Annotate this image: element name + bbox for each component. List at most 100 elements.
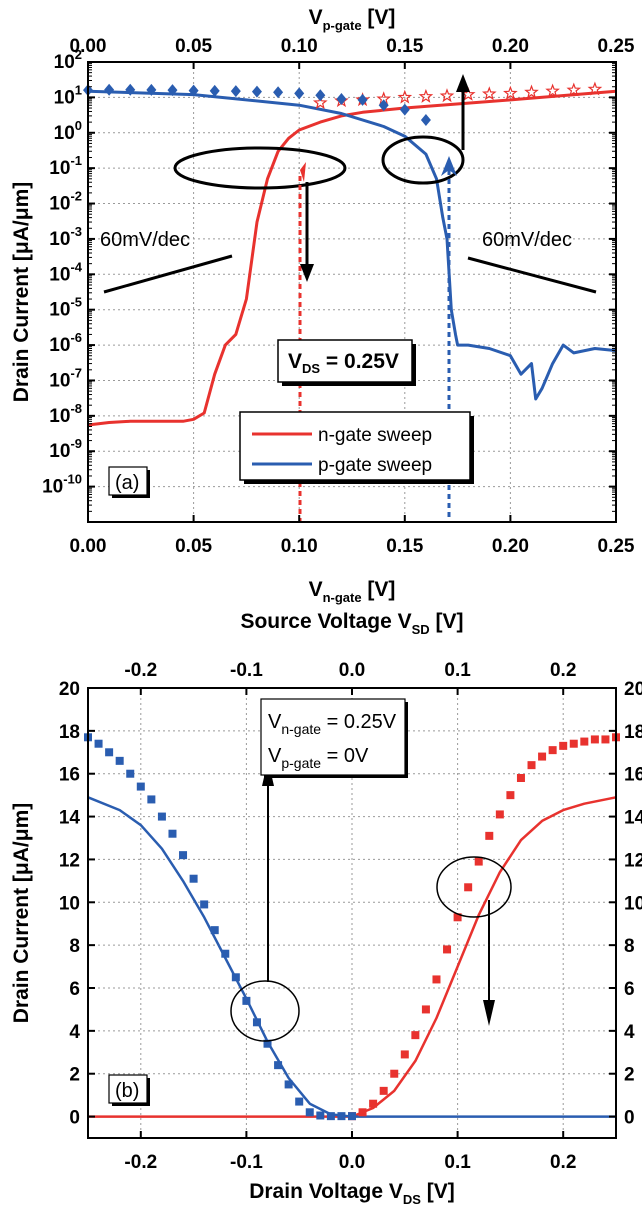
panel-b-bottom-axis-title: Drain Voltage VDS [V] (249, 1180, 455, 1207)
data-point-diamond (167, 84, 178, 97)
panel-b-series (84, 733, 620, 1121)
x-tick-label-bottom: 0.2 (550, 1152, 576, 1173)
data-point-star (312, 95, 328, 110)
panel-b-label: (b) (115, 1080, 139, 1102)
panel-b: Vn-gate = 0.25V Vp-gate = 0V (b) -0.2-0.… (10, 610, 642, 1207)
highlight-ellipse-left (230, 980, 300, 1042)
y-tick-label: 10 (59, 893, 80, 914)
vds-label: VDS = 0.25V (288, 350, 399, 376)
y-tick-label: 10-3 (49, 224, 82, 250)
bias-label-n-gate: Vn-gate = 0.25V (268, 711, 397, 737)
data-point-square (453, 913, 462, 922)
data-point-star (503, 85, 518, 100)
data-point-square (94, 739, 103, 748)
data-point-square (379, 1086, 388, 1095)
arrow-up-head-icon (456, 74, 470, 92)
x-tick-label-top: 0.00 (70, 36, 107, 57)
panel-a-label-box (108, 466, 148, 496)
data-point-square (295, 1097, 304, 1106)
data-point-diamond (378, 99, 389, 112)
data-point-square (105, 748, 114, 757)
data-point-square (252, 1018, 261, 1027)
data-point-diamond (399, 103, 410, 116)
x-tick-label-bottom: 0.15 (386, 536, 423, 557)
y-tick-label: 18 (59, 722, 80, 743)
data-point-square (432, 975, 441, 984)
x-tick-label-bottom: 0.10 (281, 536, 318, 557)
x-tick-label-bottom: 0.0 (339, 1152, 365, 1173)
data-point-square (580, 737, 589, 746)
data-point-square (221, 949, 230, 958)
x-tick-label-top: -0.2 (124, 660, 157, 681)
arrow-down-head-icon (483, 1000, 495, 1026)
data-point-star (418, 88, 434, 103)
data-point-diamond (357, 93, 368, 106)
legend-box (239, 411, 471, 481)
x-tick-label-bottom: -0.2 (124, 1152, 157, 1173)
data-point-square (242, 996, 251, 1005)
y-tick-label: 12 (59, 850, 80, 871)
panel-a-annotations: 60mV/dec 60mV/dec VDS = 0.25V (100, 74, 597, 522)
y-tick-label: 0 (69, 1108, 80, 1129)
y-right-tick-label: 2 (624, 1065, 635, 1086)
data-point-square (569, 739, 578, 748)
panel-a-series (83, 81, 617, 427)
panel-a-top-axis-title: Vp-gate [V] (309, 6, 396, 33)
data-point-diamond (315, 89, 326, 102)
data-point-square (147, 795, 156, 804)
data-point-diamond (336, 93, 347, 106)
data-point-square (516, 774, 525, 782)
data-point-square (263, 1039, 272, 1048)
x-tick-label-bottom: 0.05 (175, 536, 212, 557)
data-point-square (179, 851, 188, 860)
data-point-square (495, 810, 504, 819)
x-tick-label-bottom: -0.1 (230, 1152, 263, 1173)
data-point-square (168, 829, 177, 838)
data-point-square (157, 812, 166, 821)
y-right-tick-label: 20 (624, 679, 642, 700)
data-point-diamond (188, 84, 199, 97)
x-tick-label-top: 0.1 (444, 660, 471, 681)
panel-a: 60mV/dec 60mV/dec VDS = 0.25V n-gate swe… (10, 6, 635, 605)
x-tick-label-bottom: 0.00 (70, 536, 107, 557)
data-point-diamond (420, 113, 431, 126)
y-tick-label: 20 (59, 679, 80, 700)
x-tick-label-bottom: 0.25 (598, 536, 635, 557)
data-point-star (439, 88, 455, 103)
panel-a-ticks: 0.00 0.00 0.05 0.05 0.10 0.10 0.15 0.15 0.20 0.20… (42, 36, 635, 557)
x-tick-label-top: 0.0 (339, 660, 365, 681)
data-point-square (559, 741, 568, 750)
y-tick-label: 100 (54, 118, 82, 144)
y-right-tick-label: 16 (624, 765, 642, 786)
data-point-square (274, 1061, 283, 1070)
legend-label-n-gate: n-gate sweep (318, 425, 432, 446)
data-point-square (411, 1031, 420, 1040)
data-point-square (443, 945, 452, 954)
data-point-square (590, 735, 599, 744)
y-right-tick-label: 4 (624, 1022, 635, 1043)
highlight-ellipse-left (173, 146, 347, 190)
panel-b-ticks: -0.2 -0.2 -0.1 -0.1 0.0 0.0 0.1 0.1 0.2 0.2 0 2 4 6 8 1… (59, 660, 642, 1173)
data-point-diamond (209, 84, 220, 97)
y-tick-label: 10-6 (49, 330, 82, 356)
y-right-tick-label: 8 (624, 936, 635, 957)
data-point-square (126, 769, 135, 778)
data-point-diamond (230, 85, 241, 98)
y-right-tick-label: 10 (624, 893, 642, 914)
y-right-tick-label: 18 (624, 722, 642, 743)
y-tick-label: 4 (69, 1022, 80, 1043)
p-gate-marker-icon (441, 156, 457, 176)
highlight-ellipse-right (381, 135, 465, 185)
vds-box (277, 339, 413, 383)
y-tick-label: 10-1 (49, 153, 82, 179)
series-line (87, 89, 617, 427)
data-point-square (548, 746, 557, 755)
data-point-diamond (251, 85, 262, 98)
data-point-star (524, 84, 539, 99)
data-point-square (400, 1050, 409, 1059)
n-gate-marker-icon (300, 162, 306, 182)
series-line (88, 796, 617, 1118)
data-point-square (474, 857, 483, 866)
highlight-ellipse-right (436, 856, 512, 918)
data-point-star (545, 83, 560, 98)
